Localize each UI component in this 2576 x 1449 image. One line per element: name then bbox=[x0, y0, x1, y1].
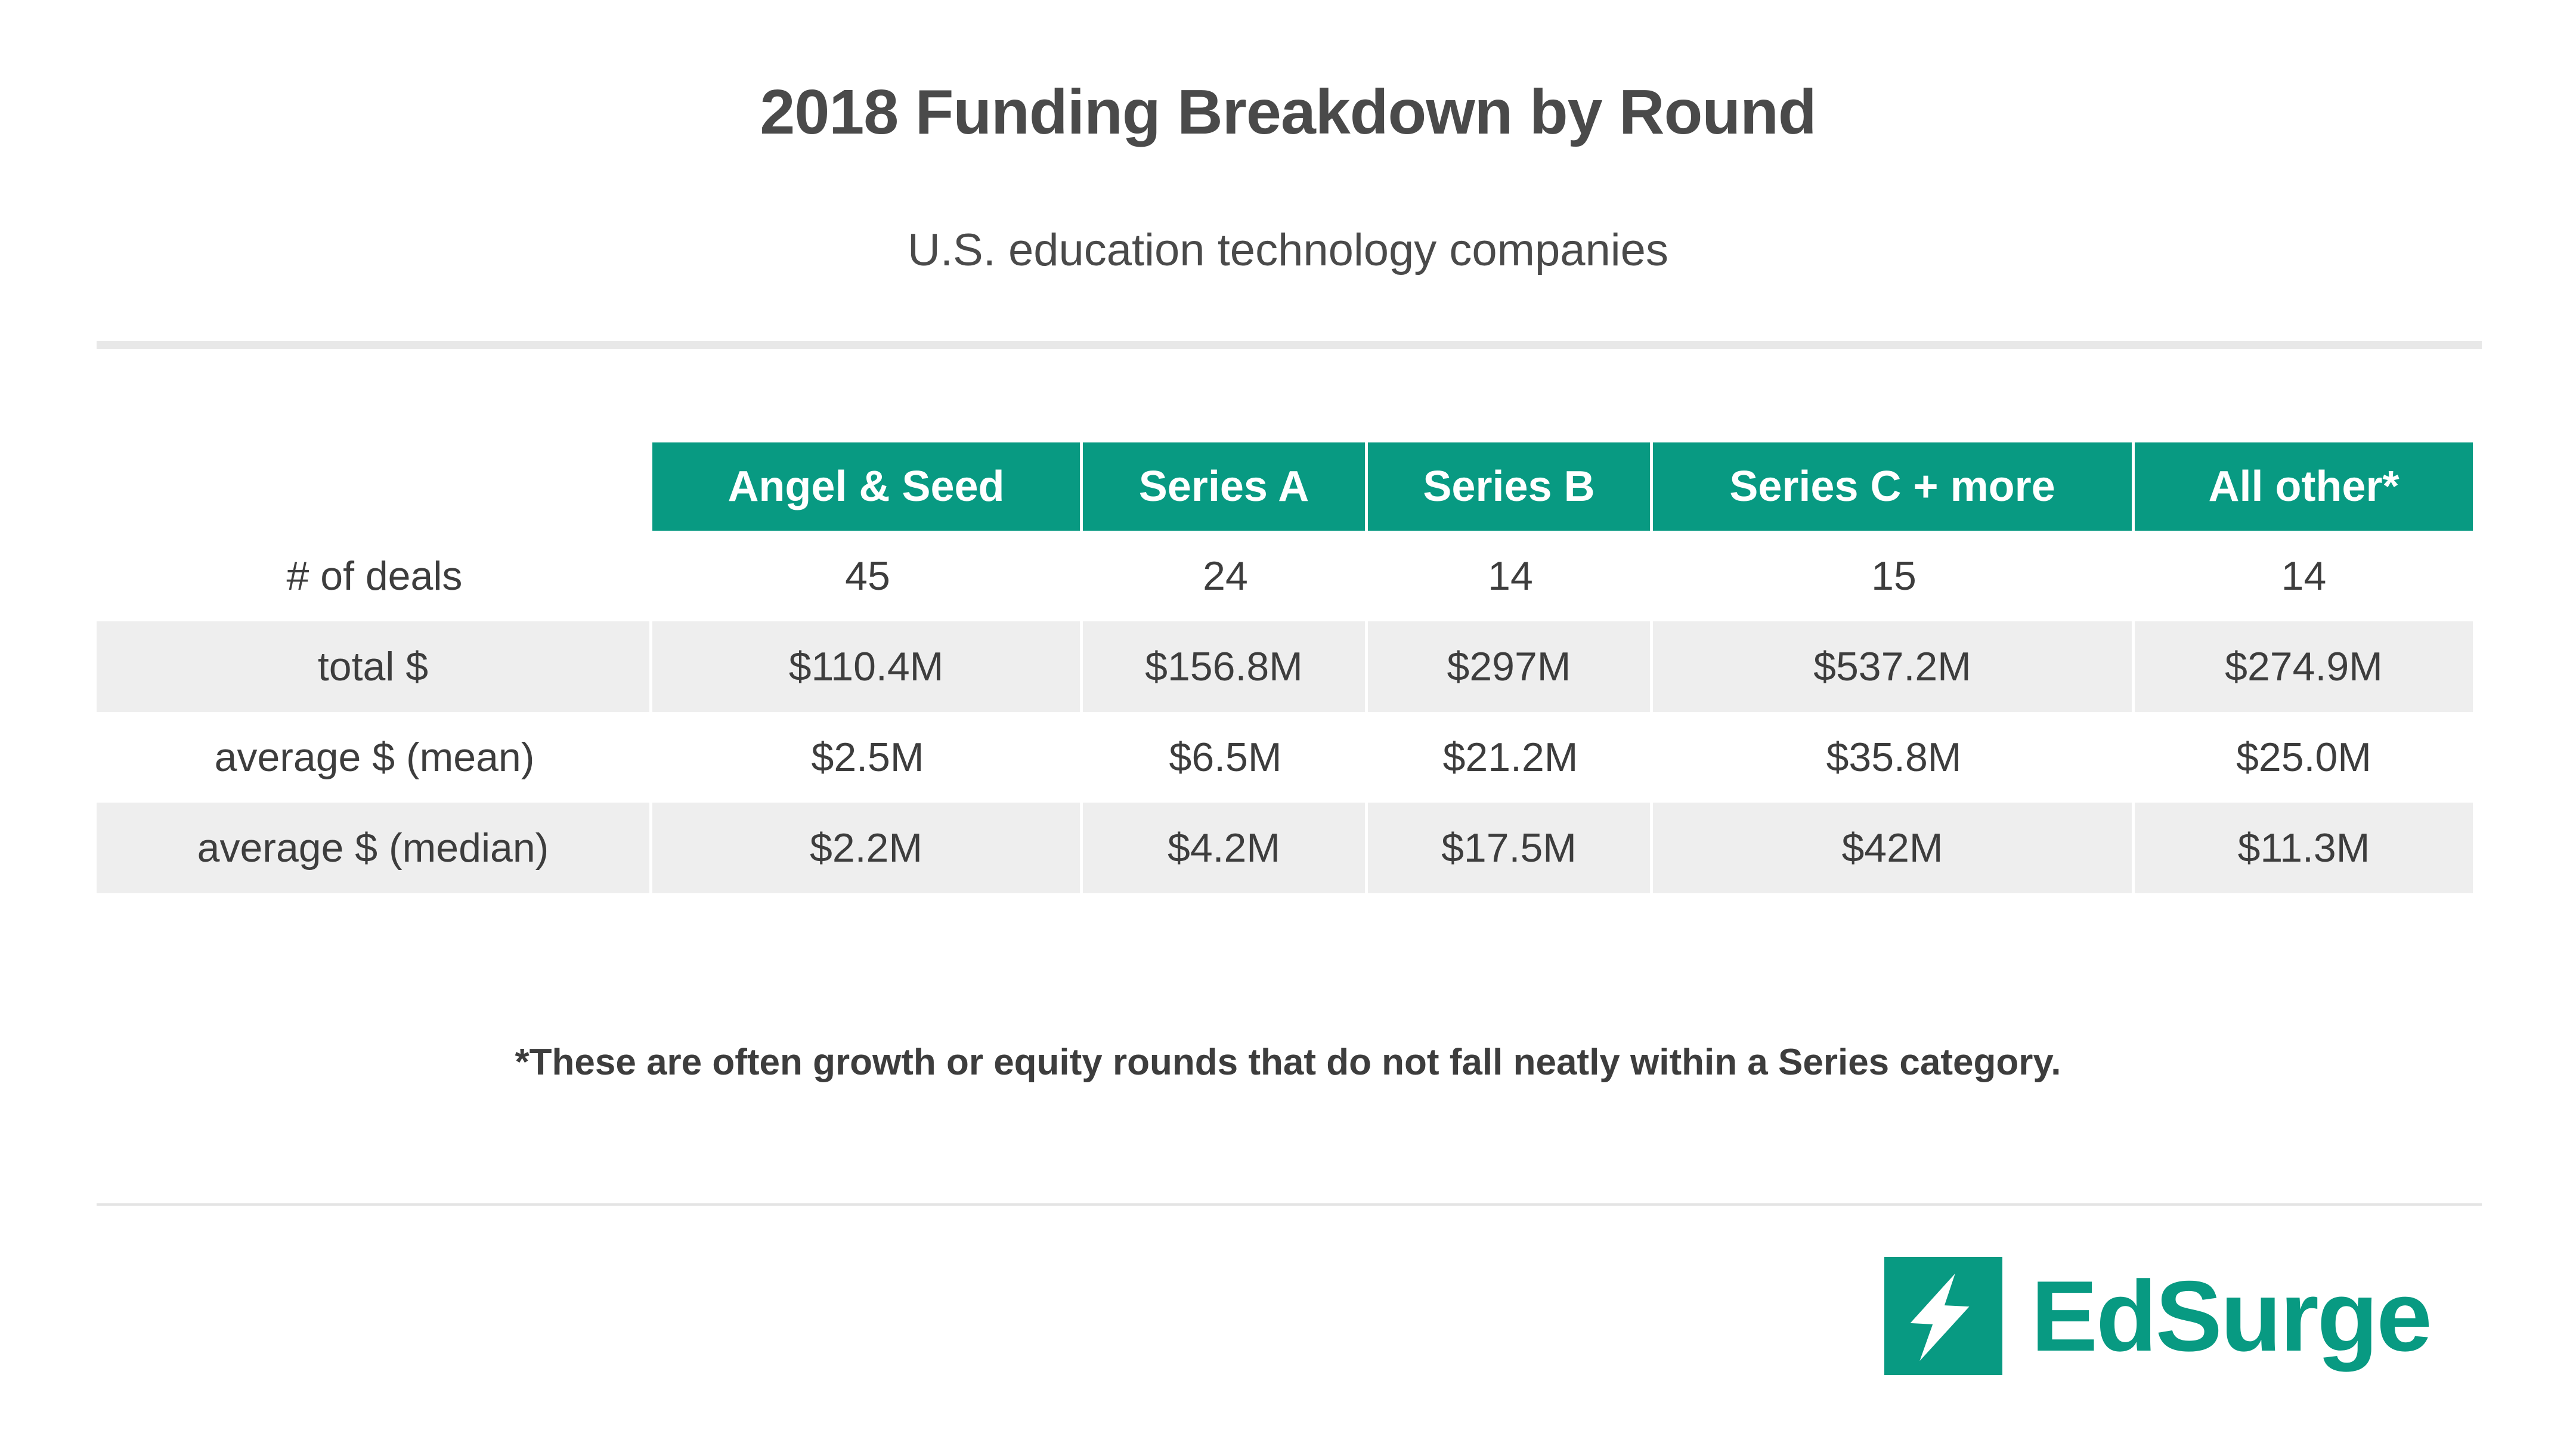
funding-table: Angel & Seed Series A Series B Series C … bbox=[97, 442, 2473, 893]
cell-median-series-b: $17.5M bbox=[1368, 803, 1653, 893]
page-title: 2018 Funding Breakdown by Round bbox=[760, 77, 1816, 147]
cell-mean-series-b: $21.2M bbox=[1368, 712, 1653, 803]
row-label-total: total $ bbox=[97, 621, 652, 712]
row-label-mean: average $ (mean) bbox=[97, 712, 652, 803]
table-row: average $ (median) $2.2M $4.2M $17.5M $4… bbox=[97, 803, 2473, 893]
cell-median-all-other: $11.3M bbox=[2135, 803, 2473, 893]
divider-top bbox=[97, 341, 2482, 349]
cell-deals-series-b: 14 bbox=[1368, 531, 1653, 621]
table-row: # of deals 45 24 14 15 14 bbox=[97, 531, 2473, 621]
table-row: average $ (mean) $2.5M $6.5M $21.2M $35.… bbox=[97, 712, 2473, 803]
row-label-deals: # of deals bbox=[97, 531, 652, 621]
column-header-series-c-more: Series C + more bbox=[1653, 442, 2135, 531]
column-header-angel-seed: Angel & Seed bbox=[652, 442, 1083, 531]
cell-mean-all-other: $25.0M bbox=[2135, 712, 2473, 803]
page-subtitle: U.S. education technology companies bbox=[908, 225, 1668, 275]
lightning-bolt-icon bbox=[1884, 1257, 2002, 1375]
cell-total-series-a: $156.8M bbox=[1083, 621, 1368, 712]
cell-mean-series-a: $6.5M bbox=[1083, 712, 1368, 803]
cell-deals-all-other: 14 bbox=[2135, 531, 2473, 621]
edsurge-wordmark: EdSurge bbox=[2031, 1260, 2432, 1372]
row-label-median: average $ (median) bbox=[97, 803, 652, 893]
divider-bottom bbox=[97, 1203, 2482, 1206]
edsurge-logo: EdSurge bbox=[1884, 1257, 2432, 1375]
column-header-series-b: Series B bbox=[1368, 442, 1653, 531]
table-header-row: Angel & Seed Series A Series B Series C … bbox=[97, 442, 2473, 531]
table-row: total $ $110.4M $156.8M $297M $537.2M $2… bbox=[97, 621, 2473, 712]
cell-deals-series-a: 24 bbox=[1083, 531, 1368, 621]
cell-deals-series-c-more: 15 bbox=[1653, 531, 2135, 621]
table-header-corner bbox=[97, 442, 652, 531]
column-header-all-other: All other* bbox=[2135, 442, 2473, 531]
cell-median-series-a: $4.2M bbox=[1083, 803, 1368, 893]
cell-deals-angel-seed: 45 bbox=[652, 531, 1083, 621]
table-footnote: *These are often growth or equity rounds… bbox=[515, 1042, 2061, 1083]
column-header-series-a: Series A bbox=[1083, 442, 1368, 531]
cell-total-series-b: $297M bbox=[1368, 621, 1653, 712]
cell-mean-series-c-more: $35.8M bbox=[1653, 712, 2135, 803]
cell-median-angel-seed: $2.2M bbox=[652, 803, 1083, 893]
cell-mean-angel-seed: $2.5M bbox=[652, 712, 1083, 803]
cell-total-angel-seed: $110.4M bbox=[652, 621, 1083, 712]
cell-median-series-c-more: $42M bbox=[1653, 803, 2135, 893]
cell-total-series-c-more: $537.2M bbox=[1653, 621, 2135, 712]
cell-total-all-other: $274.9M bbox=[2135, 621, 2473, 712]
